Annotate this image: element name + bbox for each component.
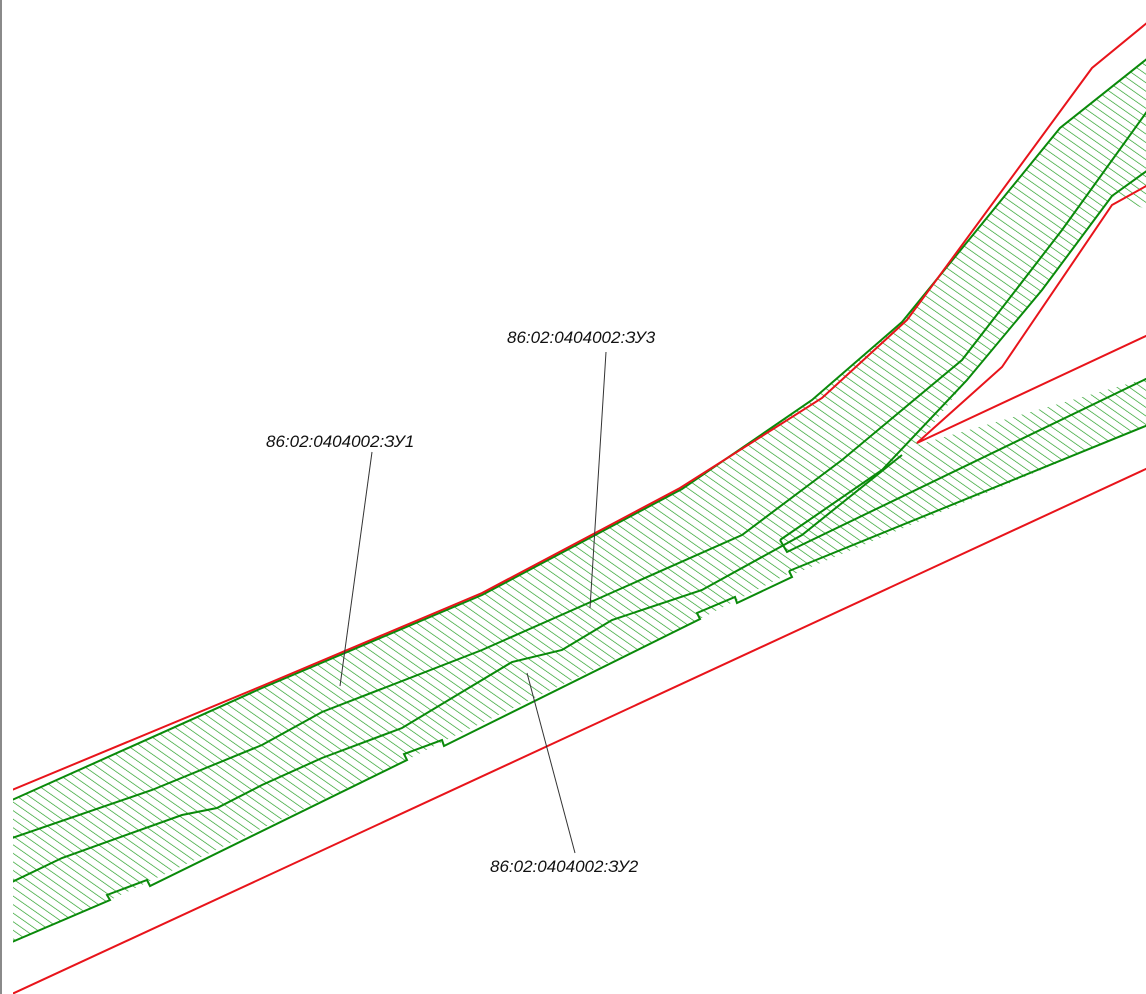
parcel-label-zu1: 86:02:0404002:ЗУ1 — [266, 432, 414, 451]
leader-line-zu2 — [526, 672, 576, 854]
leader-line-zu1 — [339, 451, 373, 687]
parcel-hatch-fill — [13, 59, 1146, 942]
parcel-label-zu2: 86:02:0404002:ЗУ2 — [490, 857, 639, 876]
parcel-outline-branch-lower — [788, 424, 1146, 572]
boundary-branch-right — [916, 184, 1146, 444]
boundary-upper — [13, 22, 1146, 791]
parcel-outline-branch-upper — [779, 377, 1146, 554]
parcel-divider-2 — [13, 454, 903, 883]
boundary-lower — [13, 467, 1146, 994]
parcel-label-zu3: 86:02:0404002:ЗУ3 — [507, 328, 656, 347]
leader-line-zu3 — [589, 351, 607, 609]
parcel-divider-1 — [13, 111, 1146, 839]
parcel-outline-lower — [13, 570, 794, 943]
parcel-outline-inner-right — [779, 170, 1146, 541]
